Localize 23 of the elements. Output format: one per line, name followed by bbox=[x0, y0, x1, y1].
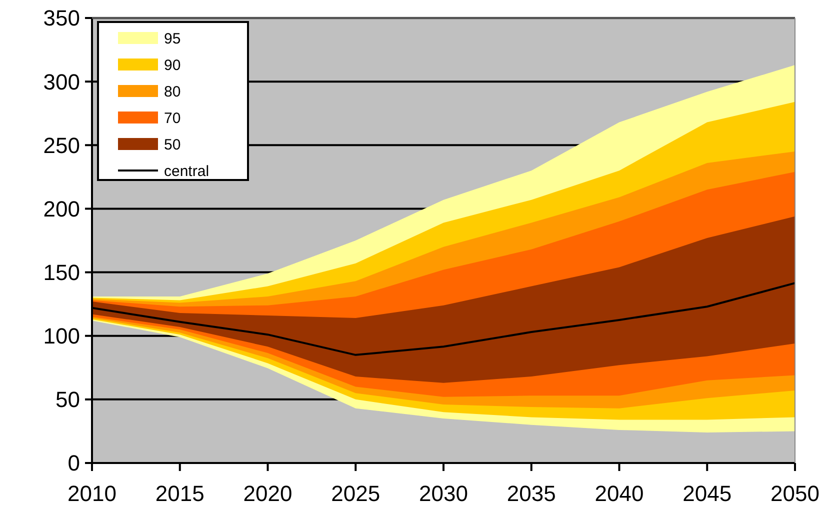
x-tick-label: 2015 bbox=[155, 481, 204, 506]
x-tick-label: 2010 bbox=[68, 481, 116, 506]
legend-label: 80 bbox=[164, 83, 181, 100]
legend-label: central bbox=[164, 162, 210, 180]
y-tick-label: 200 bbox=[43, 196, 80, 222]
legend-label: 90 bbox=[164, 56, 181, 74]
y-tick-label: 150 bbox=[43, 260, 80, 285]
x-tick-label: 2045 bbox=[682, 481, 732, 506]
x-tick-label: 2040 bbox=[594, 481, 644, 506]
y-tick-label: 0 bbox=[68, 450, 80, 476]
y-tick-label: 50 bbox=[56, 387, 80, 412]
x-tick-label: 2030 bbox=[419, 481, 468, 506]
legend-label: 50 bbox=[164, 136, 181, 154]
y-tick-label: 100 bbox=[43, 324, 80, 349]
legend-label: 95 bbox=[164, 30, 181, 48]
legend-label: 70 bbox=[164, 110, 181, 127]
x-tick-label: 2025 bbox=[331, 481, 380, 506]
x-tick-label: 2050 bbox=[770, 481, 820, 506]
y-tick-label: 250 bbox=[43, 132, 80, 158]
y-tick-label: 350 bbox=[43, 6, 80, 31]
x-tick-label: 2020 bbox=[243, 481, 292, 506]
x-tick-label: 2035 bbox=[506, 481, 556, 506]
y-tick-label: 300 bbox=[43, 69, 80, 94]
